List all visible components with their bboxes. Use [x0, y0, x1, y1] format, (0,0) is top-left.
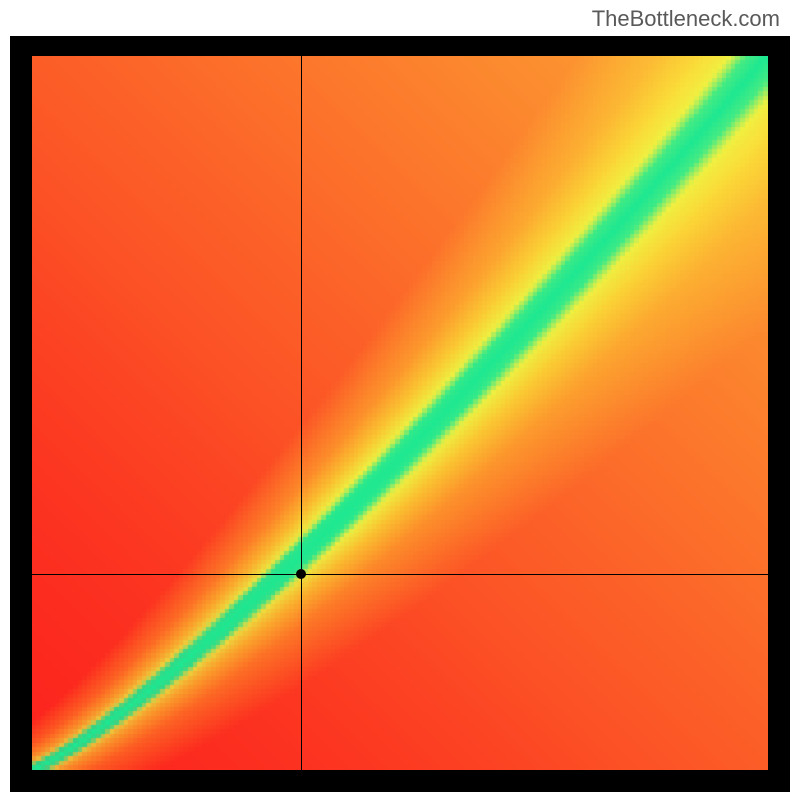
- heatmap-canvas: [32, 56, 768, 770]
- chart-outer-frame: [10, 36, 790, 792]
- watermark-text: TheBottleneck.com: [592, 6, 780, 32]
- bottleneck-heatmap: [32, 56, 768, 770]
